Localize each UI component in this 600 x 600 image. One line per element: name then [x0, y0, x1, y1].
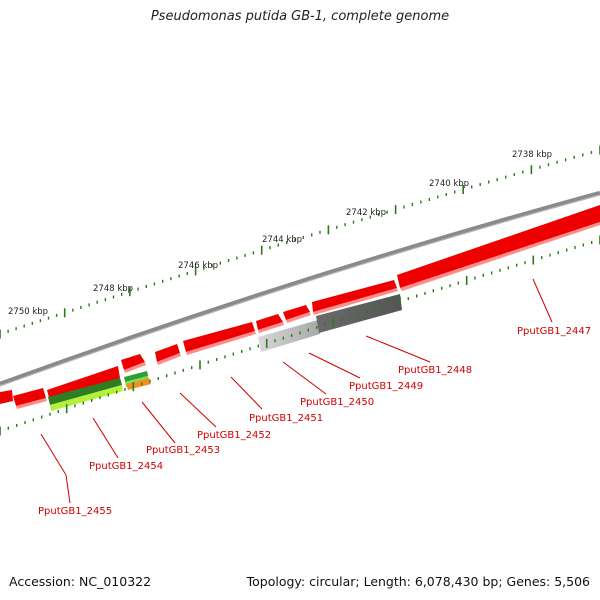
- feature-block-light-green[interactable]: [50, 385, 123, 411]
- gene-arrow-2455[interactable]: [13, 388, 46, 406]
- gene-arrow-2447-shade: [400, 222, 600, 291]
- gene-arrow-2450-shade: [258, 322, 284, 333]
- gene-arrow-partial[interactable]: [0, 390, 13, 404]
- gene-label-2450[interactable]: PputGB1_2450: [300, 397, 374, 408]
- scale-label-2740: 2740 kbp: [429, 179, 469, 189]
- gene-label-2455[interactable]: PputGB1_2455: [38, 506, 112, 517]
- gene-label-2448[interactable]: PputGB1_2448: [398, 365, 472, 376]
- gene-arrow-2453[interactable]: [121, 354, 145, 370]
- gene-arrow-2450[interactable]: [256, 314, 283, 330]
- gene-arrow-2448[interactable]: [312, 280, 397, 312]
- gene-arrow-2453-shade: [124, 362, 146, 373]
- gene-label-2454[interactable]: PputGB1_2454: [89, 461, 163, 472]
- genome-backbone-highlight: [0, 194, 600, 387]
- scale-label-2744: 2744 kbp: [262, 235, 302, 245]
- genome-backbone: [0, 190, 600, 387]
- gene-label-2449[interactable]: PputGB1_2449: [349, 381, 423, 392]
- gene-label-2447[interactable]: PputGB1_2447: [517, 326, 591, 337]
- scale-label-2738: 2738 kbp: [512, 150, 552, 160]
- feature-block-dark-green[interactable]: [48, 378, 122, 405]
- gene-label-2451[interactable]: PputGB1_2451: [249, 413, 323, 424]
- gene-arrow-2449-shade: [286, 312, 311, 323]
- gene-arrow-2455-shade: [16, 398, 47, 409]
- feature-block-dark-grey[interactable]: [316, 294, 402, 333]
- gene-arrow-2447[interactable]: [397, 205, 600, 288]
- accession-text: Accession: NC_010322: [9, 574, 152, 589]
- gene-arrow-2449[interactable]: [283, 305, 310, 320]
- gene-arrow-2452-shade: [157, 353, 181, 365]
- gene-arrow-2451-shade: [186, 331, 256, 355]
- label-leaders: [40, 278, 553, 504]
- gene-arrow-2451[interactable]: [183, 322, 255, 352]
- lower-scale-ticks: [0, 235, 600, 436]
- map-title: Pseudomonas putida GB-1, complete genome: [150, 9, 450, 24]
- gene-label-2452[interactable]: PputGB1_2452: [197, 430, 271, 441]
- feature-block-green-small[interactable]: [124, 371, 148, 382]
- scale-label-2748: 2748 kbp: [93, 284, 133, 294]
- scale-label-2746: 2746 kbp: [178, 261, 218, 271]
- gene-arrow-2448-shade: [313, 288, 398, 315]
- scale-label-2742: 2742 kbp: [346, 208, 386, 218]
- scale-label-2750: 2750 kbp: [8, 307, 48, 317]
- upper-scale-ticks: [0, 145, 600, 339]
- genome-info-text: Topology: circular; Length: 6,078,430 bp…: [246, 574, 590, 589]
- feature-block-orange[interactable]: [126, 378, 151, 390]
- feature-block-light-grey[interactable]: [258, 320, 320, 352]
- gene-label-2453[interactable]: PputGB1_2453: [146, 445, 220, 456]
- gene-arrow-2452[interactable]: [155, 344, 180, 362]
